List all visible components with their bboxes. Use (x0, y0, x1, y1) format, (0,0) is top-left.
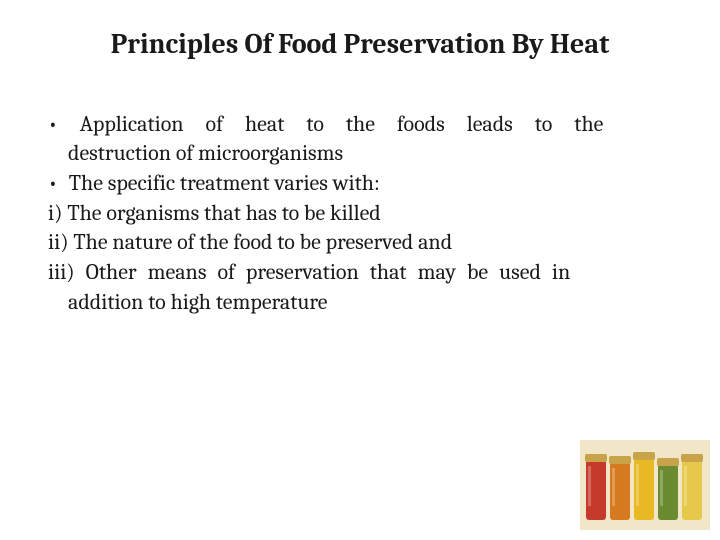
sub-text: i) The organisms that has to be killed (48, 200, 381, 226)
sub-item-3: iii) Other means of preservation that ma… (48, 258, 692, 317)
bullet-item-2: • The specific treatment varies with: (48, 169, 692, 199)
slide-container: Principles Of Food Preservation By Heat … (0, 0, 720, 540)
sub-text: addition to high temperature (48, 288, 692, 318)
slide-title: Principles Of Food Preservation By Heat (40, 28, 680, 62)
slide-body: • Application of heat to the foods leads… (0, 110, 720, 318)
sub-text: iii) Other means of preservation that ma… (48, 258, 692, 288)
sub-text: ii) The nature of the food to be preserv… (48, 229, 452, 255)
bullet-item-1: • Application of heat to the foods leads… (48, 110, 692, 169)
preserved-jars-image (580, 440, 710, 530)
sub-item-1: i) The organisms that has to be killed (48, 199, 692, 229)
bullet-text: • Application of heat to the foods leads… (48, 110, 692, 140)
sub-item-2: ii) The nature of the food to be preserv… (48, 228, 692, 258)
bullet-text: • The specific treatment varies with: (48, 170, 380, 196)
bullet-text: destruction of microorganisms (48, 139, 692, 169)
